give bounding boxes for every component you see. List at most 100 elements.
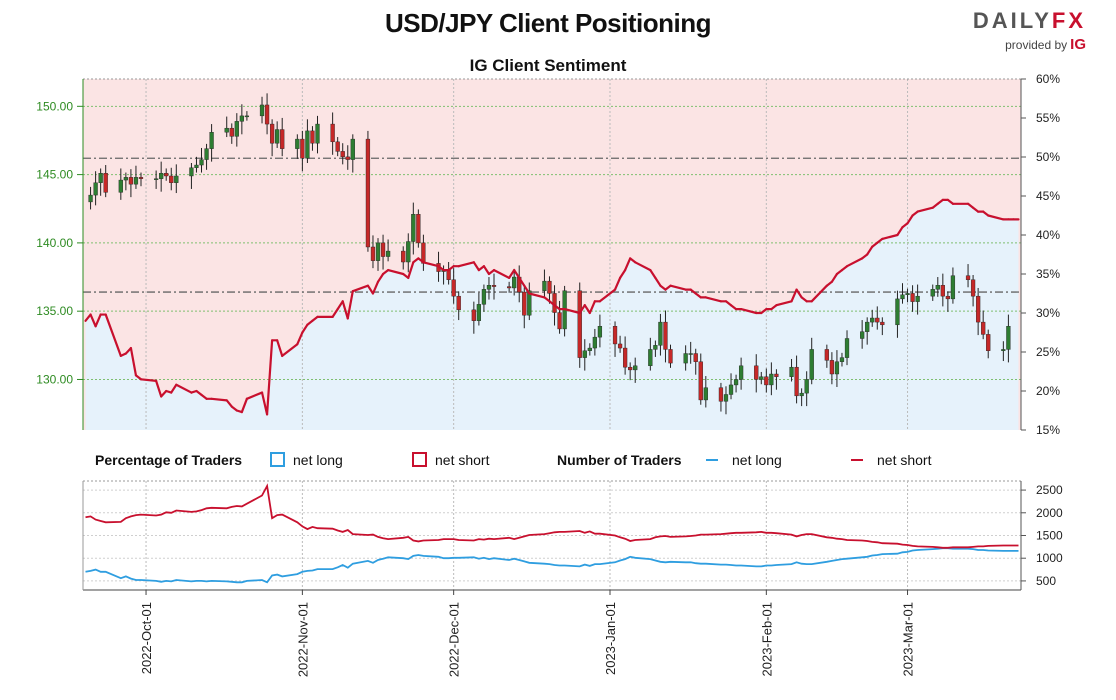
candle-body (703, 387, 708, 401)
sentiment-line-segment (245, 391, 264, 400)
candle-body (723, 394, 729, 402)
candle-body (507, 286, 512, 289)
candle-body (451, 279, 456, 297)
candle-body (809, 349, 814, 380)
date-tick-label: 2022-Oct-01 (139, 602, 154, 674)
price-tick-label: 145.00 (36, 168, 73, 182)
sentiment-line-segment (351, 284, 370, 293)
candle-body (224, 127, 229, 133)
candle-body (133, 177, 139, 185)
candle-body (895, 298, 900, 326)
legend-pct-heading: Percentage of Traders (95, 452, 243, 468)
candle-body (234, 121, 239, 137)
sentiment-line-segment (225, 399, 233, 408)
sentiment-line-segment (160, 389, 168, 398)
sentiment-line-segment (281, 343, 299, 357)
legend-num-long: net long (706, 452, 782, 468)
candle-body (617, 343, 623, 349)
date-tick-label: 2023-Mar-01 (901, 602, 916, 676)
candle-body (345, 156, 350, 160)
candle-body (239, 115, 244, 122)
price-tick-label: 135.00 (36, 304, 73, 318)
sentiment-line-segment (830, 272, 839, 283)
sentiment-line-segment (795, 288, 803, 299)
candle-body (310, 130, 315, 144)
candle-body (986, 334, 991, 351)
candle-body (824, 349, 829, 361)
count-line-short (85, 483, 1019, 549)
brand-logo: DAILYFX provided by IG (973, 8, 1086, 53)
candle-body (153, 178, 159, 180)
candle-body (976, 295, 981, 323)
candle-body (244, 115, 250, 118)
candle-body (456, 295, 461, 311)
candle-body (547, 280, 552, 294)
sentiment-line-segment (472, 261, 480, 272)
candle-body (189, 167, 194, 177)
legend-long-line (706, 459, 718, 461)
candle-body (93, 182, 98, 196)
candle-body (799, 392, 804, 397)
candle-body (597, 326, 603, 338)
candle-body (965, 275, 971, 280)
candle-body (164, 173, 169, 177)
candle-body (269, 123, 275, 144)
candle-body (527, 290, 532, 316)
sentiment-line-segment (845, 257, 864, 268)
legend-pct-long: net long (270, 452, 343, 468)
candle-body (587, 347, 592, 351)
candle-body (900, 294, 905, 300)
candle-body (870, 317, 875, 323)
count-tick-label: 1000 (1036, 551, 1063, 565)
candle-body (138, 177, 144, 179)
sentiment-line-segment (457, 261, 475, 268)
candle-body (663, 321, 668, 350)
candle-body (229, 127, 234, 137)
candle-body (471, 309, 476, 321)
candle-body (204, 148, 209, 160)
legend-pct-short: net short (412, 452, 489, 468)
candle-body (658, 321, 663, 346)
candle-body (380, 242, 386, 257)
sentiment-line-segment (881, 233, 899, 240)
candle-body (945, 295, 951, 300)
candle-body (486, 285, 492, 290)
candle-body (340, 151, 345, 158)
candle-body (370, 246, 376, 261)
candle-body (738, 365, 744, 380)
sentiment-line-segment (94, 313, 102, 328)
candle-body (693, 353, 698, 362)
sentiment-line-segment (89, 313, 97, 328)
percent-tick-label: 55% (1036, 111, 1060, 125)
sentiment-line-segment (669, 284, 687, 291)
price-tick-label: 150.00 (36, 99, 73, 113)
candle-body (416, 214, 421, 244)
sentiment-line-segment (634, 261, 652, 272)
sentiment-line-segment (387, 269, 405, 276)
candle-body (759, 376, 764, 380)
candle-body (622, 347, 628, 368)
candle-body (375, 242, 381, 261)
candle-body (935, 285, 940, 290)
sentiment-line-segment (518, 276, 526, 287)
percent-tick-label: 15% (1036, 423, 1060, 437)
candle-body (880, 321, 885, 326)
candle-body (733, 379, 739, 386)
brand-provider: provided by IG (1005, 36, 1086, 53)
net-long-area (85, 199, 1019, 430)
candle-body (774, 373, 779, 377)
candle-body (411, 214, 416, 242)
sentiment-line-segment (175, 383, 193, 394)
legend-long-swatch (270, 452, 285, 467)
candle-body (789, 366, 794, 377)
candle-body (940, 285, 945, 297)
candle-body (491, 285, 497, 287)
candle-body (970, 279, 976, 297)
sentiment-line-segment (563, 308, 581, 315)
candle-body (512, 276, 517, 289)
candle-body (406, 241, 411, 263)
sentiment-line-segment (775, 300, 793, 307)
sentiment-line-segment (129, 347, 138, 377)
candle-body (300, 138, 305, 159)
candle-body (769, 373, 774, 386)
